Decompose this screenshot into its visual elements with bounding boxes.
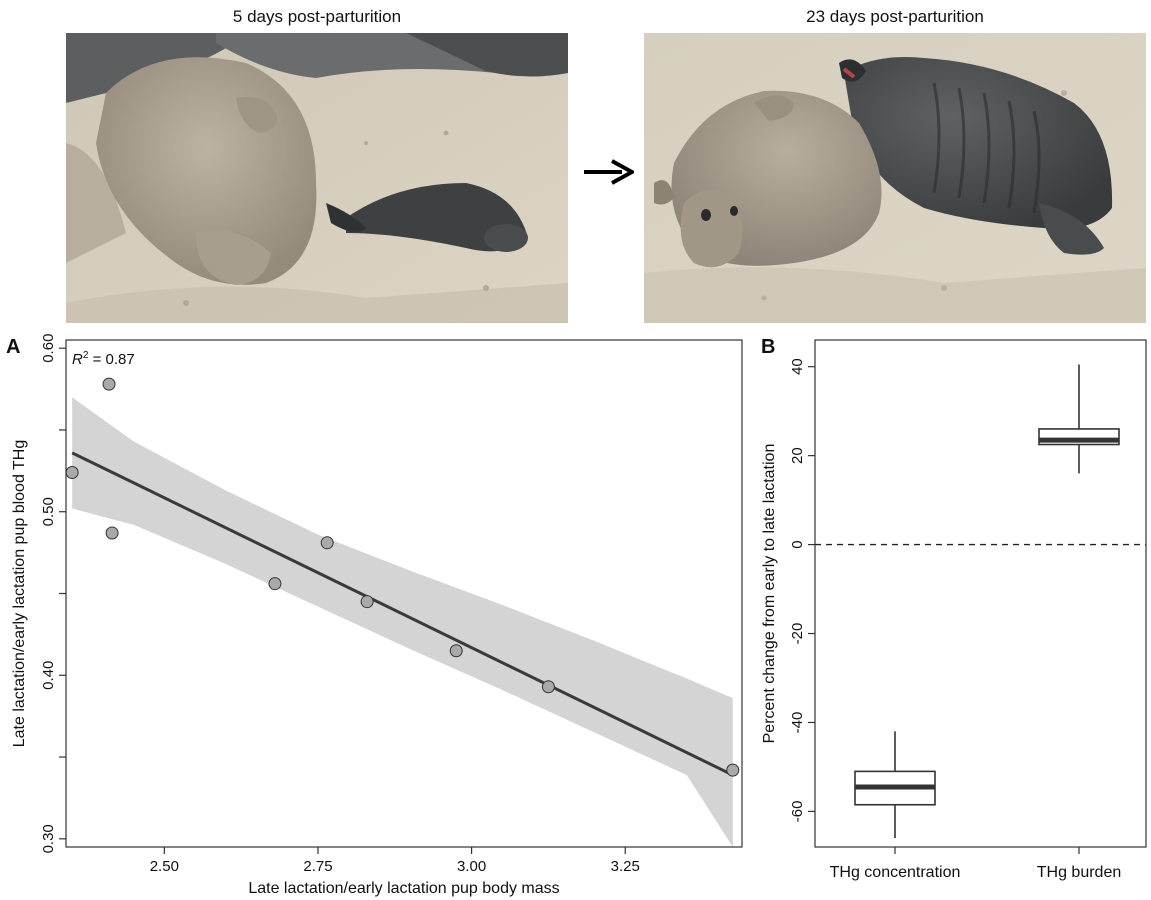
data-point xyxy=(726,763,740,777)
data-point xyxy=(102,377,116,391)
y-tick-label-a: 0.30 xyxy=(40,824,57,853)
data-point xyxy=(541,680,555,694)
boxplot-thg-burden xyxy=(1038,364,1120,474)
y-axis-label-b: Percent change from early to late lactat… xyxy=(761,444,778,744)
confidence-band xyxy=(72,397,733,847)
left-photo-title: 5 days post-parturition xyxy=(232,7,402,26)
y-tick-label-b: -20 xyxy=(789,623,806,645)
right-photo-title: 23 days post-parturition xyxy=(806,7,984,26)
r-squared-annotation: R2 = 0.87 xyxy=(72,350,135,368)
y-axis-label-a: Late lactation/early lactation pup blood… xyxy=(11,440,28,747)
y-tick-label-b: -60 xyxy=(789,801,806,823)
scatter-chart-a: 2.50 2.75 3.00 3.25 0.30 0.40 0.50 0.60 R2 = 0.… xyxy=(11,334,743,897)
x-tick-label-a: 2.75 xyxy=(303,858,332,875)
category-label: THg burden xyxy=(1037,864,1122,881)
panel-a-letter: A xyxy=(6,336,21,358)
y-tick-label-b: 0 xyxy=(789,540,806,548)
r-squared-value: = 0.87 xyxy=(88,351,134,368)
y-tick-label-b: 20 xyxy=(789,447,806,464)
y-tick-label-a: 0.40 xyxy=(40,661,57,690)
x-tick-label-a: 3.00 xyxy=(457,858,486,875)
r-squared-superscript: 2 xyxy=(83,350,89,361)
data-point xyxy=(360,595,374,609)
seal-mother-newborn-image xyxy=(66,33,568,323)
y-tick-label-a: 0.60 xyxy=(40,334,57,363)
r-squared-label: R xyxy=(72,351,83,368)
panel-b-letter: B xyxy=(761,336,776,358)
data-point xyxy=(65,465,79,479)
left-photo xyxy=(66,33,568,323)
data-point xyxy=(105,526,119,540)
right-arrow-icon xyxy=(582,157,637,187)
x-tick-label-a: 3.25 xyxy=(611,858,640,875)
data-point xyxy=(320,536,334,550)
boxplot-thg-concentration xyxy=(854,731,936,839)
data-point xyxy=(449,644,463,658)
data-point xyxy=(268,577,282,591)
seal-mother-weaned-pup-image xyxy=(644,33,1146,323)
x-axis-label-a: Late lactation/early lactation pup body … xyxy=(248,880,559,897)
box-chart-b: -60 -40 -20 0 20 40 THg concentration THg burde… xyxy=(761,339,1147,881)
y-tick-label-a: 0.50 xyxy=(40,497,57,526)
y-tick-label-b: -40 xyxy=(789,712,806,734)
right-photo xyxy=(644,33,1146,323)
y-tick-label-b: 40 xyxy=(789,358,806,375)
x-tick-label-a: 2.50 xyxy=(150,858,179,875)
regression-line xyxy=(71,451,734,777)
plot-frame-b xyxy=(814,339,1147,848)
category-label: THg concentration xyxy=(830,864,961,881)
